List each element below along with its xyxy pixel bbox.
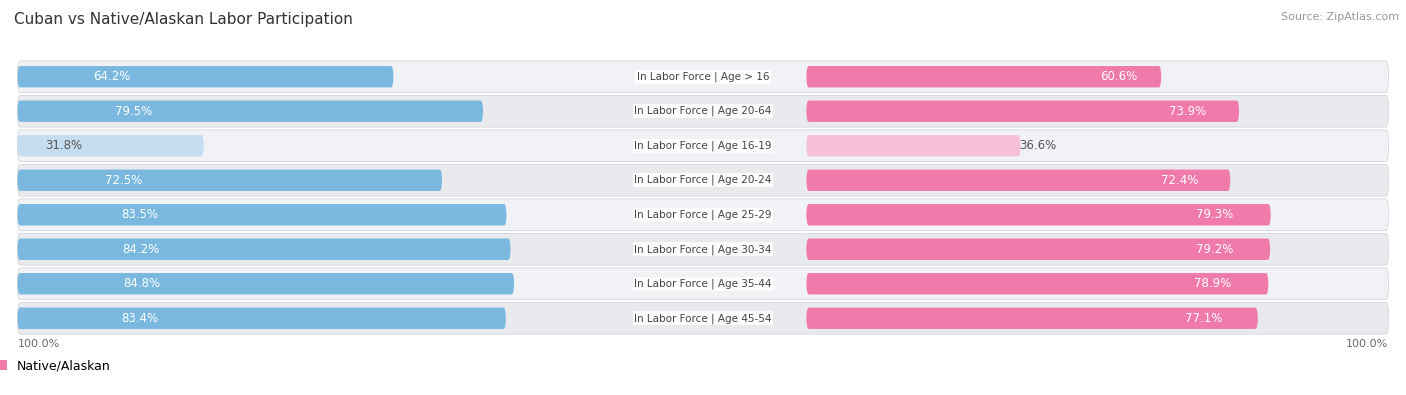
Text: 83.5%: 83.5%	[121, 208, 159, 221]
Text: 100.0%: 100.0%	[1347, 339, 1389, 349]
FancyBboxPatch shape	[807, 204, 1271, 226]
Text: 79.2%: 79.2%	[1195, 243, 1233, 256]
FancyBboxPatch shape	[17, 95, 1389, 127]
Text: In Labor Force | Age 16-19: In Labor Force | Age 16-19	[634, 141, 772, 151]
Text: 73.9%: 73.9%	[1168, 105, 1206, 118]
Text: In Labor Force | Age 25-29: In Labor Force | Age 25-29	[634, 209, 772, 220]
FancyBboxPatch shape	[17, 204, 506, 226]
FancyBboxPatch shape	[807, 66, 1161, 87]
Text: 77.1%: 77.1%	[1185, 312, 1222, 325]
FancyBboxPatch shape	[807, 273, 1268, 294]
Text: 79.5%: 79.5%	[115, 105, 152, 118]
Text: In Labor Force | Age 35-44: In Labor Force | Age 35-44	[634, 278, 772, 289]
Text: 36.6%: 36.6%	[1019, 139, 1056, 152]
Text: 83.4%: 83.4%	[121, 312, 157, 325]
Text: 72.4%: 72.4%	[1161, 174, 1198, 187]
FancyBboxPatch shape	[17, 273, 515, 294]
Text: 78.9%: 78.9%	[1194, 277, 1232, 290]
Legend: Cuban, Native/Alaskan: Cuban, Native/Alaskan	[0, 354, 117, 377]
Text: 64.2%: 64.2%	[93, 70, 131, 83]
FancyBboxPatch shape	[17, 101, 484, 122]
FancyBboxPatch shape	[17, 303, 1389, 334]
FancyBboxPatch shape	[807, 239, 1270, 260]
FancyBboxPatch shape	[17, 61, 1389, 92]
Text: 31.8%: 31.8%	[45, 139, 83, 152]
Text: Cuban vs Native/Alaskan Labor Participation: Cuban vs Native/Alaskan Labor Participat…	[14, 12, 353, 27]
Text: 79.3%: 79.3%	[1197, 208, 1233, 221]
FancyBboxPatch shape	[17, 164, 1389, 196]
Text: In Labor Force | Age 20-64: In Labor Force | Age 20-64	[634, 106, 772, 117]
FancyBboxPatch shape	[807, 135, 1021, 156]
FancyBboxPatch shape	[17, 233, 1389, 265]
Text: In Labor Force | Age 20-24: In Labor Force | Age 20-24	[634, 175, 772, 186]
Text: In Labor Force | Age > 16: In Labor Force | Age > 16	[637, 71, 769, 82]
FancyBboxPatch shape	[17, 199, 1389, 231]
FancyBboxPatch shape	[17, 66, 394, 87]
Text: 100.0%: 100.0%	[17, 339, 59, 349]
Text: Source: ZipAtlas.com: Source: ZipAtlas.com	[1281, 12, 1399, 22]
Text: 72.5%: 72.5%	[105, 174, 142, 187]
FancyBboxPatch shape	[17, 268, 1389, 300]
FancyBboxPatch shape	[17, 130, 1389, 162]
FancyBboxPatch shape	[17, 169, 441, 191]
FancyBboxPatch shape	[807, 169, 1230, 191]
FancyBboxPatch shape	[807, 308, 1258, 329]
FancyBboxPatch shape	[17, 239, 510, 260]
Text: In Labor Force | Age 45-54: In Labor Force | Age 45-54	[634, 313, 772, 324]
FancyBboxPatch shape	[807, 101, 1239, 122]
FancyBboxPatch shape	[17, 135, 204, 156]
Text: 84.2%: 84.2%	[122, 243, 159, 256]
Text: In Labor Force | Age 30-34: In Labor Force | Age 30-34	[634, 244, 772, 254]
FancyBboxPatch shape	[17, 308, 506, 329]
Text: 60.6%: 60.6%	[1099, 70, 1137, 83]
Text: 84.8%: 84.8%	[124, 277, 160, 290]
